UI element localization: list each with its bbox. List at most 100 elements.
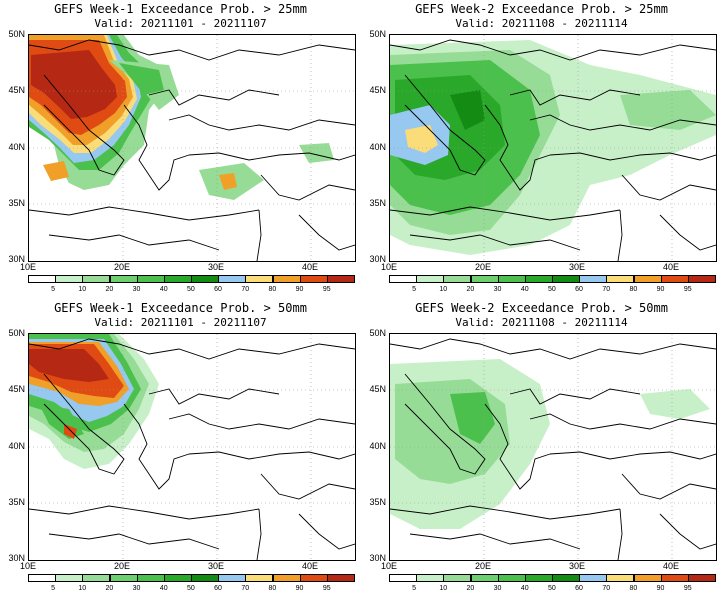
colorbar-swatch bbox=[443, 275, 472, 283]
colorbar-swatch bbox=[218, 574, 247, 582]
lat-label: 35N bbox=[8, 497, 25, 507]
colorbar-swatch bbox=[606, 275, 635, 283]
map-svg bbox=[29, 35, 355, 261]
panel-valid-dates: Valid: 20211101 - 20211107 bbox=[94, 17, 267, 30]
colorbar-label: 5 bbox=[412, 585, 417, 592]
lat-label: 50N bbox=[369, 29, 386, 39]
lon-label: 40E bbox=[663, 262, 680, 272]
colorbar-label: 30 bbox=[132, 286, 141, 293]
map-svg bbox=[29, 334, 355, 560]
colorbar-swatch bbox=[633, 275, 662, 283]
lon-label: 30E bbox=[569, 262, 586, 272]
lon-label: 20E bbox=[114, 262, 131, 272]
colorbar bbox=[28, 275, 355, 283]
lon-label: 40E bbox=[663, 561, 680, 571]
colorbar-swatch bbox=[389, 574, 418, 582]
colorbar-swatch bbox=[191, 574, 220, 582]
country-boundaries bbox=[390, 338, 716, 560]
colorbar-label: 60 bbox=[575, 585, 583, 592]
colorbar-swatch bbox=[524, 574, 553, 582]
colorbar-label: 40 bbox=[159, 585, 168, 592]
colorbar-label: 30 bbox=[493, 286, 502, 293]
colorbar-swatch bbox=[55, 574, 84, 582]
panel-title: GEFS Week-1 Exceedance Prob. > 50mm bbox=[54, 301, 307, 315]
colorbar-label: 70 bbox=[241, 286, 250, 293]
lat-label: 35N bbox=[369, 198, 386, 208]
colorbar-swatch bbox=[245, 574, 274, 582]
colorbar-swatch bbox=[245, 275, 274, 283]
colorbar-swatch bbox=[416, 275, 445, 283]
colorbar-label: 10 bbox=[78, 286, 87, 293]
colorbar-label: 20 bbox=[105, 286, 114, 293]
colorbar-swatch bbox=[55, 275, 84, 283]
colorbar-swatch bbox=[443, 574, 472, 582]
lat-label: 45N bbox=[8, 85, 25, 95]
colorbar-swatch bbox=[552, 275, 581, 283]
lat-label: 30N bbox=[369, 254, 386, 264]
colorbar-label: 70 bbox=[602, 585, 611, 592]
colorbar-swatch bbox=[326, 574, 355, 582]
colorbar-swatch bbox=[552, 574, 581, 582]
map-area[interactable] bbox=[389, 333, 717, 561]
colorbar-swatch bbox=[28, 275, 57, 283]
panel-title: GEFS Week-1 Exceedance Prob. > 25mm bbox=[54, 2, 307, 16]
map-area[interactable] bbox=[389, 34, 717, 262]
colorbar bbox=[389, 574, 716, 582]
colorbar-label: 95 bbox=[322, 585, 331, 592]
map-area[interactable] bbox=[28, 333, 356, 561]
lon-label: 10E bbox=[20, 561, 37, 571]
colorbar-swatch bbox=[299, 574, 328, 582]
lat-label: 35N bbox=[369, 497, 386, 507]
colorbar-swatch bbox=[272, 275, 301, 283]
colorbar-swatch bbox=[299, 275, 328, 283]
colorbar-swatch bbox=[82, 574, 111, 582]
lon-label: 30E bbox=[569, 561, 586, 571]
colorbar-swatch bbox=[416, 574, 445, 582]
country-boundaries bbox=[390, 39, 716, 261]
colorbar-label: 90 bbox=[295, 585, 304, 592]
country-boundaries bbox=[29, 39, 355, 261]
colorbar-swatch bbox=[687, 574, 716, 582]
colorbar-label: 90 bbox=[295, 286, 304, 293]
colorbar-label: 50 bbox=[187, 585, 195, 592]
panel-title: GEFS Week-2 Exceedance Prob. > 50mm bbox=[415, 301, 668, 315]
colorbar-swatch bbox=[497, 574, 526, 582]
lat-label: 45N bbox=[369, 384, 386, 394]
colorbar-label: 30 bbox=[132, 585, 141, 592]
panel-valid-dates: Valid: 20211101 - 20211107 bbox=[94, 316, 267, 329]
lat-label: 30N bbox=[369, 553, 386, 563]
map-area[interactable] bbox=[28, 34, 356, 262]
colorbar-swatch bbox=[633, 574, 662, 582]
colorbar-label: 60 bbox=[214, 286, 222, 293]
colorbar-swatch bbox=[579, 275, 608, 283]
colorbar-swatch bbox=[470, 275, 499, 283]
colorbar-label: 50 bbox=[548, 585, 556, 592]
lat-label: 40N bbox=[369, 142, 386, 152]
panel-week2-25mm: GEFS Week-2 Exceedance Prob. > 25mm Vali… bbox=[361, 0, 722, 299]
colorbar bbox=[389, 275, 716, 283]
colorbar-swatch bbox=[326, 275, 355, 283]
colorbar-swatch bbox=[136, 574, 165, 582]
colorbar-label: 70 bbox=[602, 286, 611, 293]
colorbar-label: 95 bbox=[322, 286, 331, 293]
lon-label: 10E bbox=[381, 561, 398, 571]
colorbar bbox=[28, 574, 355, 582]
colorbar-label: 90 bbox=[656, 585, 665, 592]
lon-label: 10E bbox=[381, 262, 398, 272]
panel-valid-dates: Valid: 20211108 - 20211114 bbox=[455, 17, 628, 30]
colorbar-label: 10 bbox=[78, 585, 87, 592]
colorbar-label: 80 bbox=[629, 286, 638, 293]
colorbar-label: 20 bbox=[105, 585, 114, 592]
colorbar-swatch bbox=[497, 275, 526, 283]
colorbar-label: 50 bbox=[548, 286, 556, 293]
panel-week1-25mm: GEFS Week-1 Exceedance Prob. > 25mm Vali… bbox=[0, 0, 361, 299]
colorbar-swatch bbox=[660, 574, 689, 582]
lat-label: 35N bbox=[8, 198, 25, 208]
lon-label: 10E bbox=[20, 262, 37, 272]
lat-label: 45N bbox=[8, 384, 25, 394]
colorbar-label: 80 bbox=[629, 585, 638, 592]
colorbar-swatch bbox=[660, 275, 689, 283]
lon-label: 30E bbox=[208, 561, 225, 571]
colorbar-label: 60 bbox=[575, 286, 583, 293]
colorbar-swatch bbox=[389, 275, 418, 283]
